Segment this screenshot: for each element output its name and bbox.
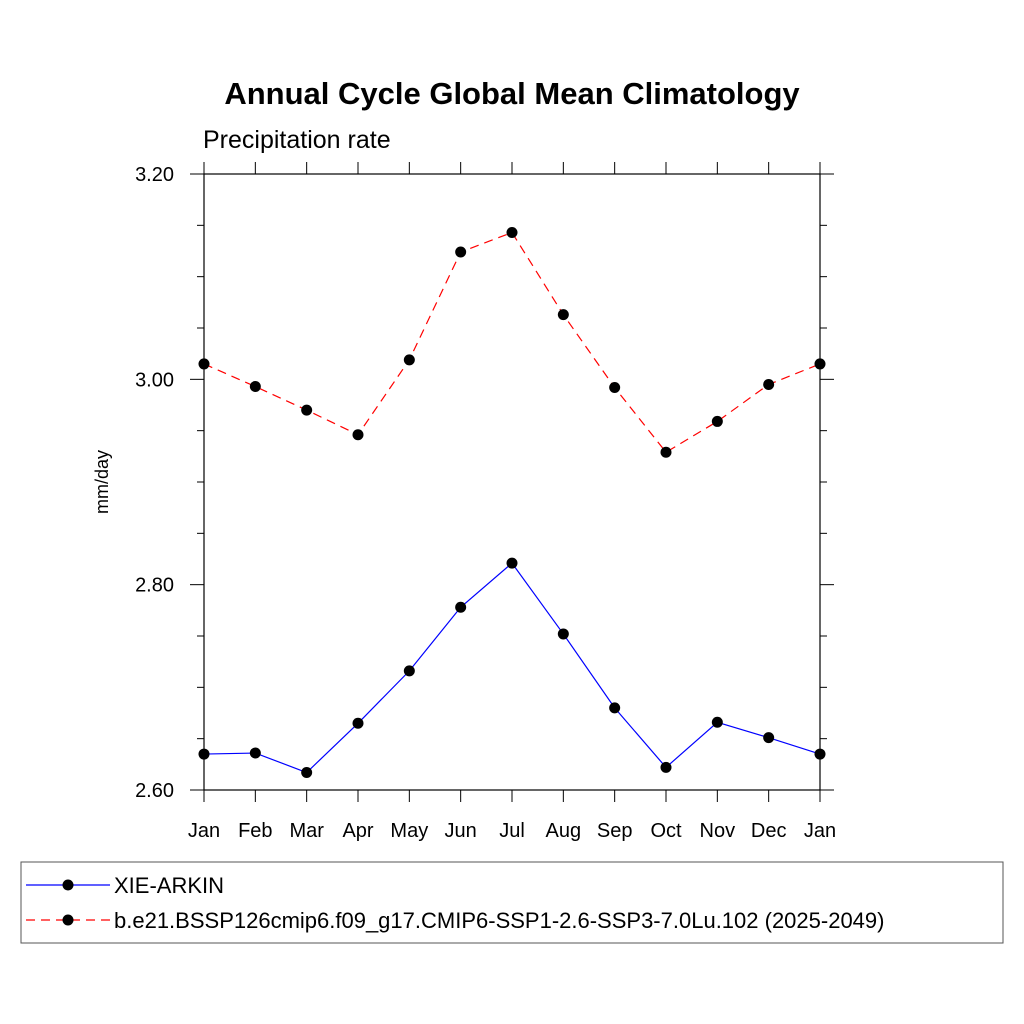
series-layer [198, 227, 826, 779]
series-point-0 [403, 665, 415, 677]
series-point-1 [609, 382, 621, 394]
series-point-0 [249, 747, 261, 759]
series-point-0 [763, 732, 775, 744]
legend-label-1: b.e21.BSSP126cmip6.f09_g17.CMIP6-SSP1-2.… [114, 908, 884, 933]
x-tick-label: Nov [700, 820, 736, 842]
series-point-1 [557, 309, 569, 321]
x-tick-label: Oct [650, 820, 682, 842]
series-line-0 [203, 562, 821, 774]
series-point-1 [301, 404, 313, 416]
axis-ticks [190, 162, 834, 802]
x-tick-label: May [390, 820, 428, 842]
plot-frame [203, 173, 821, 791]
y-tick-label: 3.20 [135, 164, 174, 186]
series-point-1 [660, 446, 672, 458]
legend-marker-1 [62, 914, 74, 926]
series-point-1 [352, 429, 364, 441]
series-point-0 [455, 601, 467, 613]
legend-label-0: XIE-ARKIN [114, 873, 224, 898]
x-tick-label: Sep [597, 820, 633, 842]
series-point-1 [249, 381, 261, 393]
y-tick-label: 3.00 [135, 369, 174, 391]
x-tick-label: Apr [342, 820, 373, 842]
x-tick-label: Jan [188, 820, 220, 842]
chart-subtitle: Precipitation rate [203, 126, 391, 154]
series-point-1 [506, 227, 518, 239]
chart-title: Annual Cycle Global Mean Climatology [224, 76, 800, 111]
series-point-1 [455, 246, 467, 258]
legend-marker-0 [62, 879, 74, 891]
series-point-0 [352, 717, 364, 729]
series-point-1 [711, 415, 723, 427]
series-point-0 [711, 716, 723, 728]
tick-labels: Jan Feb Mar Apr May Jun Jul Aug Sep Oct Nov Dec Jan 2… [135, 164, 836, 842]
y-axis-label: mm/day [92, 450, 112, 514]
x-tick-label: Jul [499, 820, 525, 842]
y-tick-label: 2.80 [135, 575, 174, 597]
series-point-0 [301, 767, 313, 779]
x-tick-label: Jun [445, 820, 477, 842]
series-point-0 [609, 702, 621, 714]
series-point-0 [557, 628, 569, 640]
x-tick-label: Feb [238, 820, 272, 842]
series-point-1 [403, 354, 415, 366]
legend: XIE-ARKIN b.e21.BSSP126cmip6.f09_g17.CMIP… [20, 861, 1004, 944]
series-point-0 [506, 557, 518, 569]
y-tick-label: 2.60 [135, 780, 174, 802]
x-tick-label: Aug [546, 820, 582, 842]
x-tick-label: Dec [751, 820, 787, 842]
series-line-1 [203, 231, 821, 454]
series-point-1 [763, 378, 775, 390]
legend-box [20, 861, 1004, 944]
series-point-0 [660, 761, 672, 773]
x-tick-label: Jan [804, 820, 836, 842]
x-tick-label: Mar [289, 820, 324, 842]
